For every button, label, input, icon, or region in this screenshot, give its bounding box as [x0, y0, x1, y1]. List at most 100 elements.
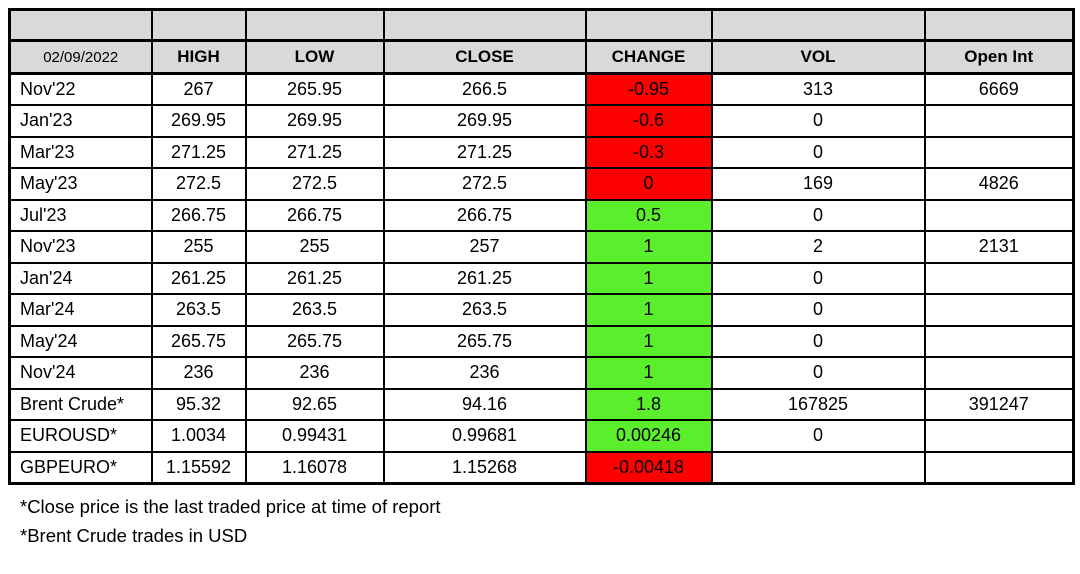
close-value: 266.5	[382, 72, 587, 106]
blank-header-cell	[710, 8, 926, 42]
table-row: May'23 272.5 272.5 272.5 0 169 4826	[8, 167, 1075, 201]
contract-label: Mar'24	[8, 293, 153, 327]
open-int-value: 391247	[923, 387, 1075, 421]
vol-value: 0	[710, 135, 926, 169]
low-value: 271.25	[244, 135, 385, 169]
vol-value: 0	[710, 104, 926, 138]
open-int-value	[923, 324, 1075, 358]
change-value: 0.5	[584, 198, 713, 232]
close-value: 236	[382, 356, 587, 390]
high-value: 267	[150, 72, 247, 106]
open-int-value	[923, 419, 1075, 453]
low-value: 265.95	[244, 72, 385, 106]
vol-value: 0	[710, 261, 926, 295]
low-value: 269.95	[244, 104, 385, 138]
high-value: 272.5	[150, 167, 247, 201]
table-row: May'24 265.75 265.75 265.75 1 0	[8, 324, 1075, 358]
high-value: 263.5	[150, 293, 247, 327]
open-int-value: 2131	[923, 230, 1075, 264]
close-value: 271.25	[382, 135, 587, 169]
low-value: 0.99431	[244, 419, 385, 453]
low-value: 272.5	[244, 167, 385, 201]
table-row: GBPEURO* 1.15592 1.16078 1.15268 -0.00418	[8, 450, 1075, 484]
change-value: 0.00246	[584, 419, 713, 453]
contract-label: Brent Crude*	[8, 387, 153, 421]
report-date: 02/09/2022	[8, 39, 153, 75]
low-value: 236	[244, 356, 385, 390]
high-value: 266.75	[150, 198, 247, 232]
high-value: 269.95	[150, 104, 247, 138]
low-value: 263.5	[244, 293, 385, 327]
high-value: 255	[150, 230, 247, 264]
column-header-row: 02/09/2022 HIGH LOW CLOSE CHANGE VOL Ope…	[8, 39, 1075, 75]
table-row: Jul'23 266.75 266.75 266.75 0.5 0	[8, 198, 1075, 232]
column-header-high: HIGH	[150, 39, 247, 75]
vol-value: 2	[710, 230, 926, 264]
table-row: Nov'22 267 265.95 266.5 -0.95 313 6669	[8, 72, 1075, 106]
blank-header-cell	[584, 8, 713, 42]
contract-label: Jan'24	[8, 261, 153, 295]
open-int-value	[923, 135, 1075, 169]
contract-label: Mar'23	[8, 135, 153, 169]
vol-value: 0	[710, 324, 926, 358]
column-header-vol: VOL	[710, 39, 926, 75]
close-value: 272.5	[382, 167, 587, 201]
open-int-value	[923, 104, 1075, 138]
blank-header-cell	[150, 8, 247, 42]
footnote-close-price: *Close price is the last traded price at…	[20, 495, 441, 517]
close-value: 94.16	[382, 387, 587, 421]
contract-label: May'23	[8, 167, 153, 201]
change-value: 1	[584, 324, 713, 358]
table-row: Jan'24 261.25 261.25 261.25 1 0	[8, 261, 1075, 295]
table-row: Brent Crude* 95.32 92.65 94.16 1.8 167825 3912…	[8, 387, 1075, 421]
close-value: 265.75	[382, 324, 587, 358]
vol-value: 169	[710, 167, 926, 201]
vol-value: 167825	[710, 387, 926, 421]
low-value: 261.25	[244, 261, 385, 295]
vol-value: 0	[710, 419, 926, 453]
blank-header-cell	[8, 8, 153, 42]
column-header-change: CHANGE	[584, 39, 713, 75]
table-body: Nov'22 267 265.95 266.5 -0.95 313 6669 Jan'23 26…	[8, 72, 1075, 484]
low-value: 255	[244, 230, 385, 264]
high-value: 261.25	[150, 261, 247, 295]
contract-label: Nov'22	[8, 72, 153, 106]
futures-price-table: 02/09/2022 HIGH LOW CLOSE CHANGE VOL Ope…	[8, 8, 1075, 485]
high-value: 95.32	[150, 387, 247, 421]
high-value: 271.25	[150, 135, 247, 169]
contract-label: Nov'24	[8, 356, 153, 390]
high-value: 1.15592	[150, 450, 247, 484]
close-value: 257	[382, 230, 587, 264]
change-value: -0.00418	[584, 450, 713, 484]
change-value: -0.95	[584, 72, 713, 106]
change-value: 1	[584, 230, 713, 264]
change-value: -0.6	[584, 104, 713, 138]
column-header-open-int: Open Int	[923, 39, 1075, 75]
table-row: EUROUSD* 1.0034 0.99431 0.99681 0.00246 0	[8, 419, 1075, 453]
vol-value: 0	[710, 293, 926, 327]
blank-header-cell	[382, 8, 587, 42]
change-value: 1.8	[584, 387, 713, 421]
open-int-value	[923, 450, 1075, 484]
open-int-value	[923, 293, 1075, 327]
open-int-value: 4826	[923, 167, 1075, 201]
blank-header-row	[8, 8, 1075, 42]
high-value: 265.75	[150, 324, 247, 358]
vol-value: 313	[710, 72, 926, 106]
open-int-value	[923, 261, 1075, 295]
contract-label: GBPEURO*	[8, 450, 153, 484]
close-value: 261.25	[382, 261, 587, 295]
low-value: 266.75	[244, 198, 385, 232]
table-row: Nov'23 255 255 257 1 2 2131	[8, 230, 1075, 264]
close-value: 0.99681	[382, 419, 587, 453]
table-row: Jan'23 269.95 269.95 269.95 -0.6 0	[8, 104, 1075, 138]
contract-label: May'24	[8, 324, 153, 358]
low-value: 265.75	[244, 324, 385, 358]
table-row: Mar'24 263.5 263.5 263.5 1 0	[8, 293, 1075, 327]
change-value: 1	[584, 293, 713, 327]
close-value: 266.75	[382, 198, 587, 232]
blank-header-cell	[244, 8, 385, 42]
close-value: 263.5	[382, 293, 587, 327]
open-int-value	[923, 356, 1075, 390]
